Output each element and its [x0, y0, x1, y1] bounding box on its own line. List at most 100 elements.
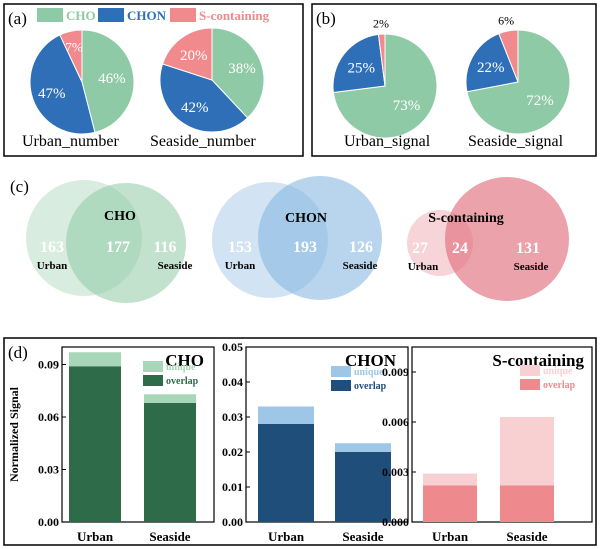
- pie-caption: Urban_signal: [344, 133, 431, 150]
- panel-b-frame: [311, 3, 597, 157]
- pie-slice-s-containing: [161, 27, 213, 81]
- bar-seaside-unique: [335, 443, 391, 452]
- pie-slice-s-containing: [498, 29, 519, 83]
- legend-label-unique: unique: [543, 366, 573, 377]
- bar-chart-title: CHON: [345, 351, 397, 370]
- y-axis-label: Normalized Signal: [7, 386, 21, 482]
- pie-value-label: 22%: [477, 60, 505, 76]
- y-tick-label: 0.03: [222, 410, 243, 424]
- y-tick-label: 0.04: [222, 375, 243, 389]
- y-tick-label: 0.00: [38, 515, 59, 529]
- pie-urban-signal: 73% 25% 2% Urban_signal: [332, 17, 438, 150]
- bar-seaside-overlap: [144, 403, 196, 522]
- panel-d-label: (d): [8, 343, 28, 362]
- y-tick-label: 0.009: [382, 365, 409, 379]
- pie-value-label: 25%: [347, 61, 375, 77]
- venn-count-seaside-only: 116: [153, 239, 176, 256]
- venn-cho: CHO 163 177 116 Urban Seaside: [26, 180, 193, 303]
- pie-value-label: 42%: [181, 100, 209, 116]
- bar-urban-overlap: [423, 485, 477, 522]
- bar-urban-unique: [423, 473, 477, 486]
- bar-seaside-overlap: [335, 452, 391, 522]
- pie-slice-s-containing: [377, 33, 386, 87]
- panel-d-frame: [3, 337, 597, 546]
- legend-label-overlap: overlap: [543, 380, 576, 391]
- y-tick-label: 0.03: [38, 463, 59, 477]
- legend-swatch-overlap: [331, 380, 351, 391]
- venn-count-overlap: 177: [106, 239, 130, 256]
- bar-seaside-unique: [144, 394, 196, 403]
- panel-a-frame: [3, 3, 304, 157]
- venn-title: CHON: [285, 211, 327, 226]
- venn-count-urban-only: 153: [228, 239, 252, 256]
- pie-value-label: 38%: [228, 61, 256, 77]
- y-tick-label: 0.05: [222, 340, 243, 354]
- bar-seaside-overlap: [500, 485, 554, 522]
- venn-title: S-containing: [428, 211, 503, 226]
- y-tick-label: 0.00: [222, 515, 243, 529]
- plot-area-frame: [61, 346, 215, 523]
- pie-slice-cho: [211, 27, 265, 119]
- pie-charts: 46% 47% 7% Urban_number 38% 42% 20% Seaside_num…: [22, 14, 571, 150]
- pie-value-label: 7%: [65, 40, 83, 55]
- legend-swatch-unique: [331, 366, 351, 377]
- venn-title: CHO: [104, 209, 136, 224]
- venn-set-label-seaside: Seaside: [343, 260, 378, 272]
- legend-swatch-overlap: [143, 375, 163, 386]
- plot-area-frame: [245, 346, 409, 523]
- pie-value-label: 6%: [498, 14, 514, 28]
- venn-set-label-seaside: Seaside: [158, 260, 193, 272]
- pie-seaside-signal: 72% 22% 6% Seaside_signal: [465, 14, 571, 150]
- x-category-label: Urban: [77, 529, 114, 544]
- pie-slice-chon: [29, 34, 96, 135]
- pie-caption: Urban_number: [22, 133, 120, 150]
- panel-a-label: (a): [8, 9, 27, 28]
- venn-count-overlap: 24: [452, 240, 468, 257]
- pie-seaside-number: 38% 42% 20% Seaside_number: [150, 27, 265, 150]
- bar-chart-title: CHO: [165, 351, 204, 370]
- venn-set-label-seaside: Seaside: [514, 261, 549, 273]
- bar-seaside-unique: [500, 417, 554, 486]
- legend-swatch-s: [170, 8, 196, 22]
- venn-set-label-urban: Urban: [225, 260, 256, 272]
- x-category-label: Seaside: [342, 529, 383, 544]
- bar-urban-overlap: [69, 366, 121, 522]
- x-category-label: Seaside: [149, 529, 190, 544]
- venn-diagrams: CHO 163 177 116 Urban Seaside CHON 153 193 126 Urb…: [26, 176, 569, 303]
- legend-label-overlap: overlap: [354, 381, 387, 392]
- legend-swatch-unique: [143, 361, 163, 372]
- x-category-label: Urban: [432, 529, 469, 544]
- pie-slice-chon: [159, 63, 249, 133]
- x-category-label: Urban: [268, 529, 305, 544]
- pie-slice-s-containing: [59, 29, 83, 83]
- legend-swatch-chon: [98, 8, 124, 22]
- pie-slice-chon: [465, 33, 519, 93]
- pie-caption: Seaside_number: [150, 133, 256, 150]
- legend-label-overlap: overlap: [166, 376, 199, 387]
- venn-chon: CHON 153 193 126 Urban Seaside: [212, 176, 382, 300]
- legend-swatch-cho: [37, 8, 63, 22]
- panel-b-label: (b): [316, 9, 336, 28]
- pie-value-label: 20%: [180, 48, 208, 64]
- bar-urban-unique: [69, 352, 121, 367]
- pie-value-label: 73%: [393, 98, 421, 114]
- y-tick-label: 0.02: [222, 445, 243, 459]
- venn-circle-seaside: [66, 183, 186, 303]
- venn-set-label-urban: Urban: [37, 260, 68, 272]
- pie-legend: CHO CHON S-containing: [37, 8, 270, 23]
- legend-label-chon: CHON: [127, 8, 167, 23]
- legend-swatch-overlap: [520, 379, 540, 390]
- venn-count-overlap: 193: [293, 239, 317, 256]
- x-category-label: Seaside: [506, 529, 547, 544]
- pie-value-label: 46%: [98, 71, 126, 87]
- pie-slice-chon: [332, 33, 386, 94]
- bar-urban-overlap: [258, 424, 314, 522]
- pie-value-label: 72%: [526, 93, 554, 109]
- bar-chart-s-containing: 0.000 0.003 0.006 0.009 Urban Seaside S-contai…: [382, 346, 593, 544]
- pie-slice-cho: [81, 29, 135, 133]
- y-tick-label: 0.000: [382, 515, 409, 529]
